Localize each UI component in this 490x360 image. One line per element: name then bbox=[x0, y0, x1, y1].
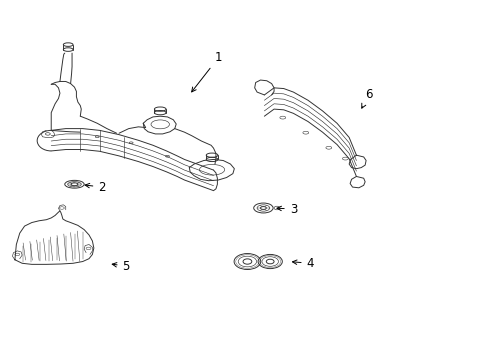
Text: 2: 2 bbox=[85, 181, 106, 194]
Text: 6: 6 bbox=[362, 89, 372, 108]
Text: 1: 1 bbox=[192, 51, 222, 92]
Text: 4: 4 bbox=[293, 257, 314, 270]
Text: 5: 5 bbox=[112, 260, 130, 273]
Text: 3: 3 bbox=[277, 203, 297, 216]
